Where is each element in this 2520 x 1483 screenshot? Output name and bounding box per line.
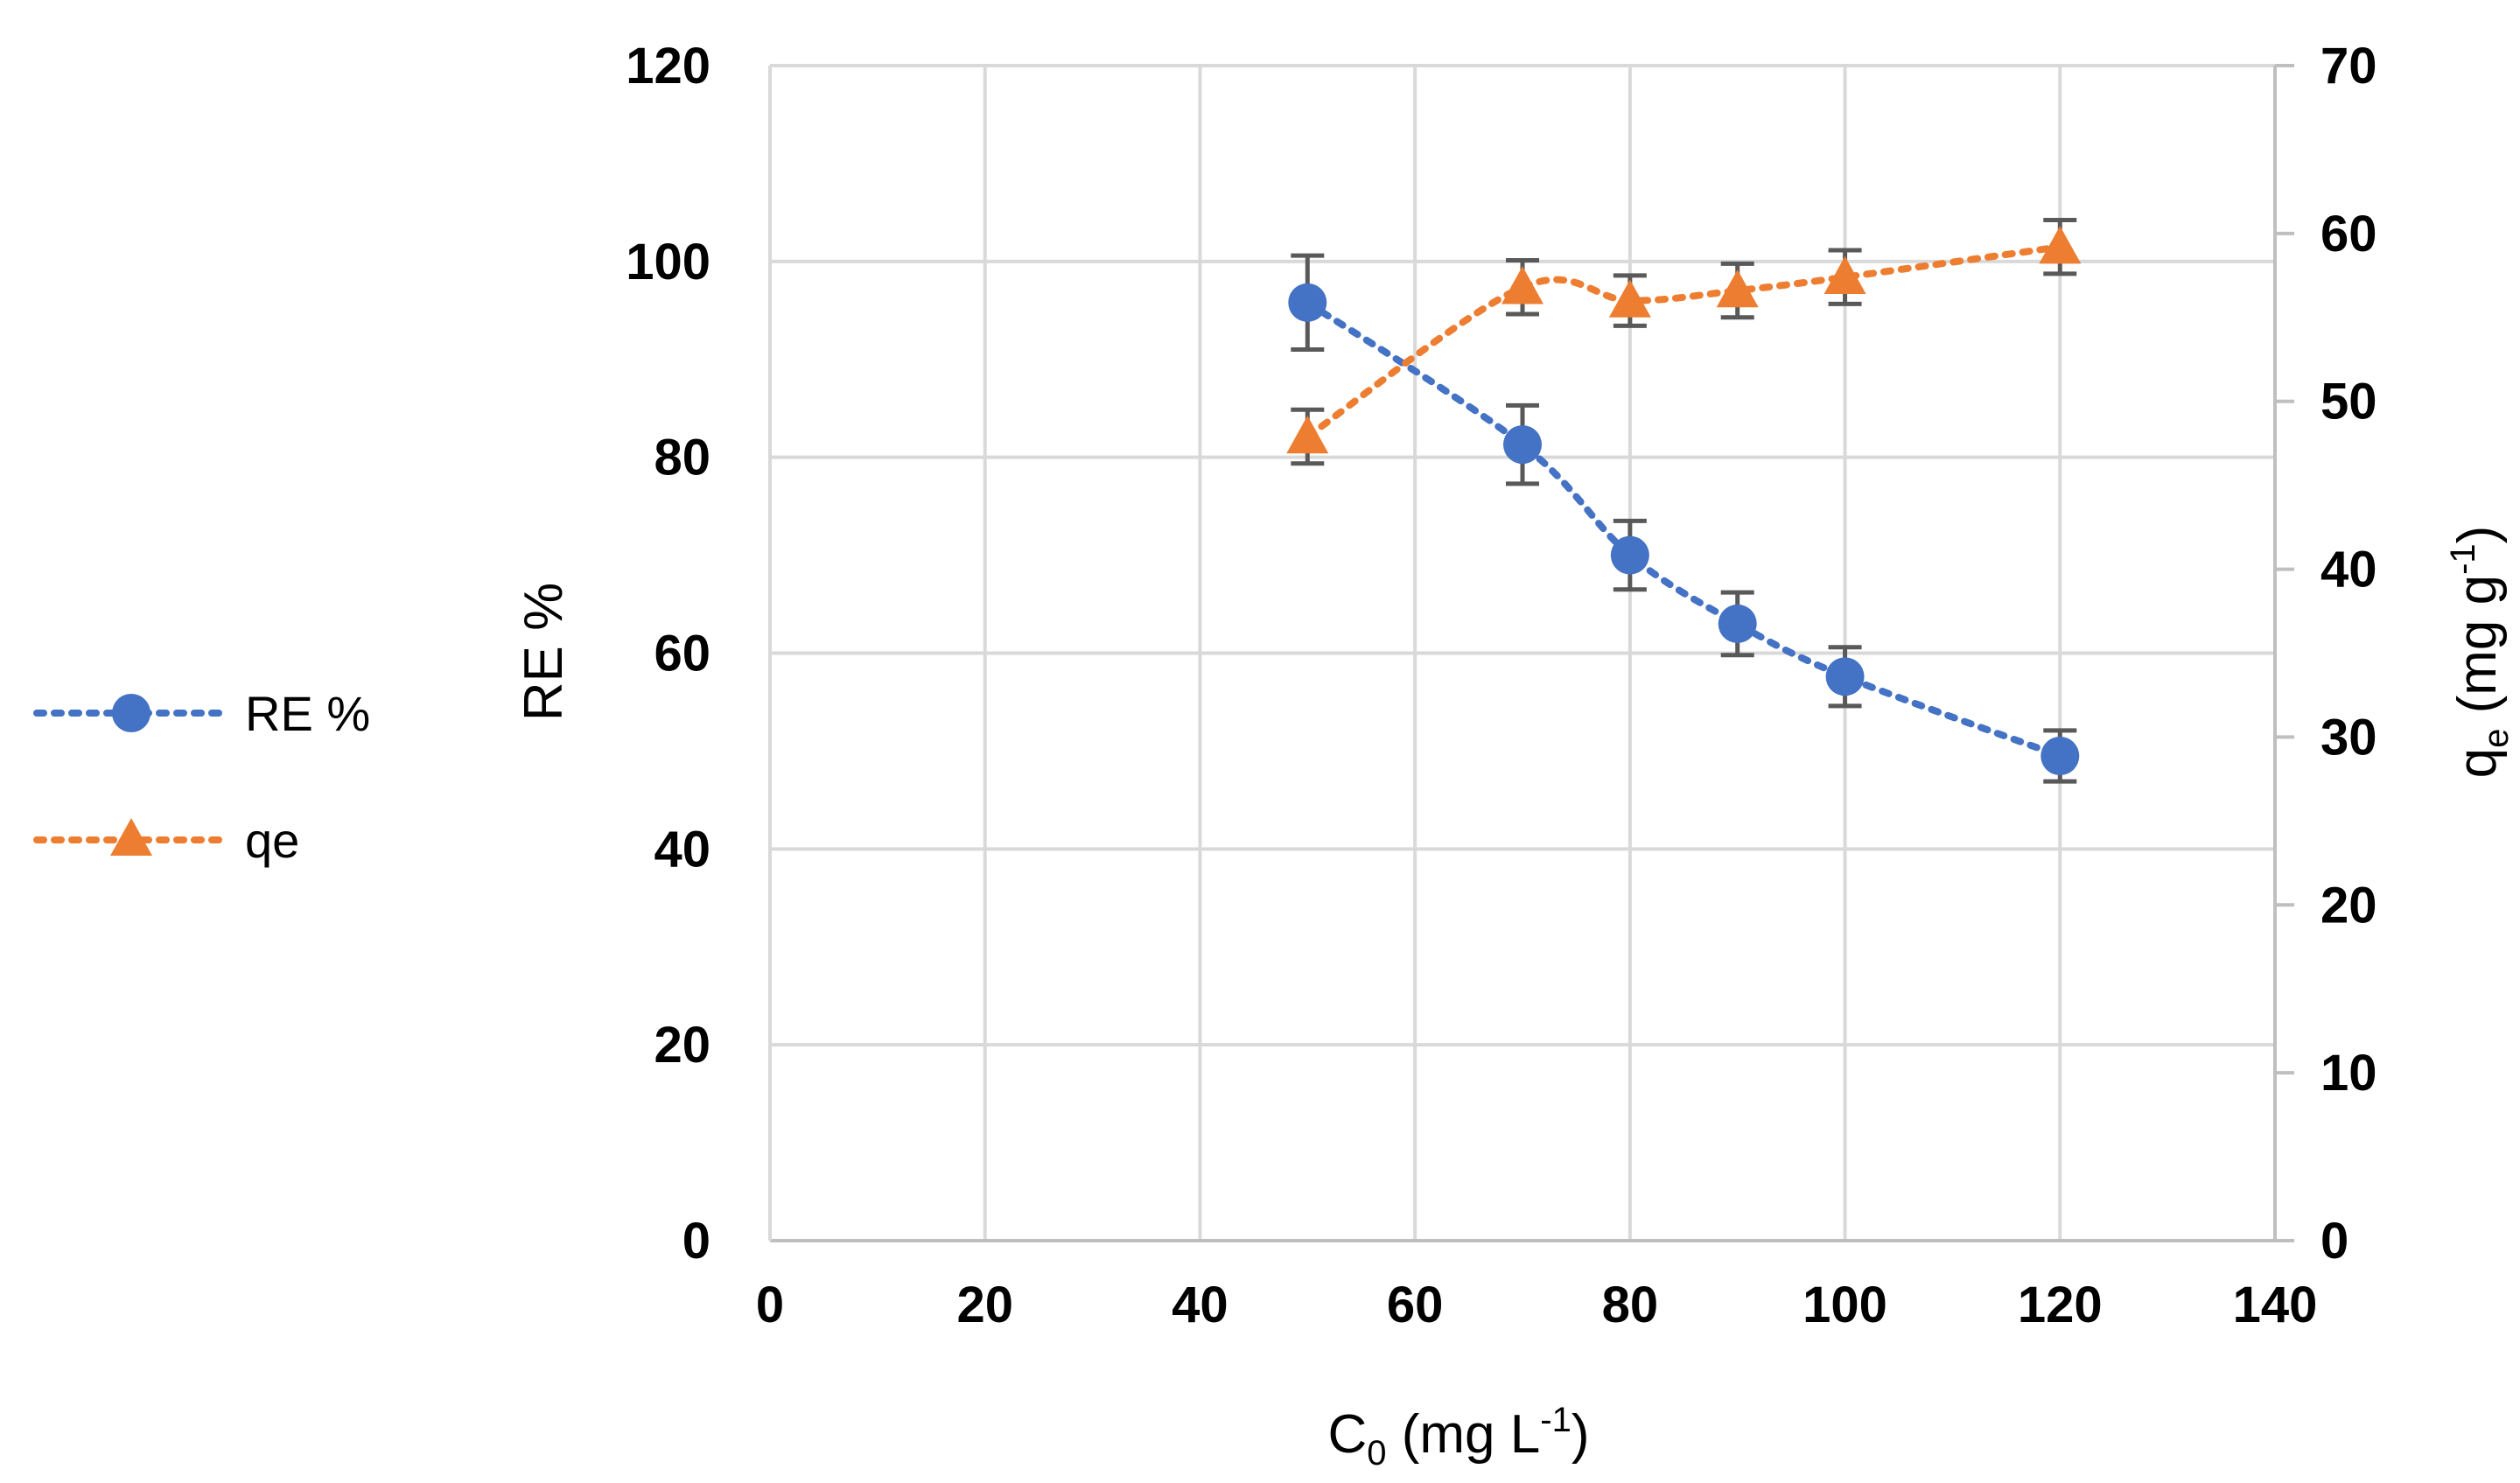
legend-label-re: RE % — [245, 686, 370, 741]
data-point-qe — [1716, 269, 1759, 308]
data-point-qe — [1824, 255, 1866, 294]
y2-tick-labels: 0 10 20 30 40 50 60 70 — [2320, 38, 2377, 1270]
y2-axis-label: qe (mg g-1) — [2444, 526, 2516, 779]
legend-label-qe: qe — [245, 813, 299, 868]
x-tick-label: 140 — [2233, 1277, 2318, 1333]
y-tick-labels: 0 20 40 60 80 100 120 — [626, 38, 710, 1270]
x-tick-label: 0 — [756, 1277, 784, 1333]
y2-tick-label: 20 — [2320, 877, 2377, 934]
series-line-qe — [1304, 243, 2064, 441]
data-point-re — [1825, 657, 1865, 696]
series-line-re — [1304, 298, 2064, 760]
y2-tick-label: 0 — [2320, 1213, 2348, 1270]
y-tick-label: 80 — [654, 430, 710, 486]
y2-tick-label: 40 — [2320, 542, 2377, 598]
series-qe — [1286, 218, 2082, 466]
x-tick-labels: 0 20 40 60 80 100 120 140 — [756, 1277, 2318, 1333]
data-point-qe — [1286, 416, 1329, 454]
y-tick-label: 40 — [654, 821, 710, 878]
data-point-re — [2040, 737, 2080, 776]
x-tick-label: 80 — [1602, 1277, 1659, 1333]
legend-marker-triangle — [110, 818, 152, 856]
y2-tick-label: 70 — [2320, 38, 2377, 94]
y-tick-label: 120 — [626, 38, 710, 94]
data-point-re — [1503, 425, 1542, 465]
y2-tick-label: 50 — [2320, 374, 2377, 430]
legend: RE % qe — [33, 686, 370, 868]
x-tick-label: 40 — [1172, 1277, 1228, 1333]
y-axis-label: RE % — [514, 583, 574, 721]
y-tick-label: 60 — [654, 626, 710, 682]
y-tick-label: 20 — [654, 1017, 710, 1074]
data-point-re — [1610, 535, 1649, 575]
axes — [768, 64, 2294, 1242]
legend-item-re: RE % — [33, 686, 370, 741]
y2-tick-label: 10 — [2320, 1045, 2377, 1102]
x-tick-label: 100 — [1802, 1277, 1887, 1333]
x-tick-label: 60 — [1387, 1277, 1444, 1333]
x-axis-label: C0 (mg L-1) — [1328, 1401, 1590, 1473]
data-point-qe — [1608, 279, 1651, 318]
grid-lines — [770, 64, 2277, 1241]
y-tick-label: 100 — [626, 234, 710, 290]
series-re — [1288, 253, 2080, 784]
data-point-re — [1288, 283, 1327, 322]
legend-item-qe: qe — [33, 813, 299, 868]
legend-marker-circle — [112, 694, 150, 732]
data-point-qe — [2039, 226, 2082, 264]
series-layer — [1286, 218, 2082, 784]
y-tick-label: 0 — [682, 1213, 710, 1270]
x-tick-label: 20 — [956, 1277, 1013, 1333]
data-point-re — [1718, 604, 1757, 643]
y2-tick-label: 60 — [2320, 206, 2377, 262]
data-point-qe — [1502, 266, 1544, 304]
y2-tick-label: 30 — [2320, 709, 2377, 766]
x-tick-label: 120 — [2018, 1277, 2103, 1333]
